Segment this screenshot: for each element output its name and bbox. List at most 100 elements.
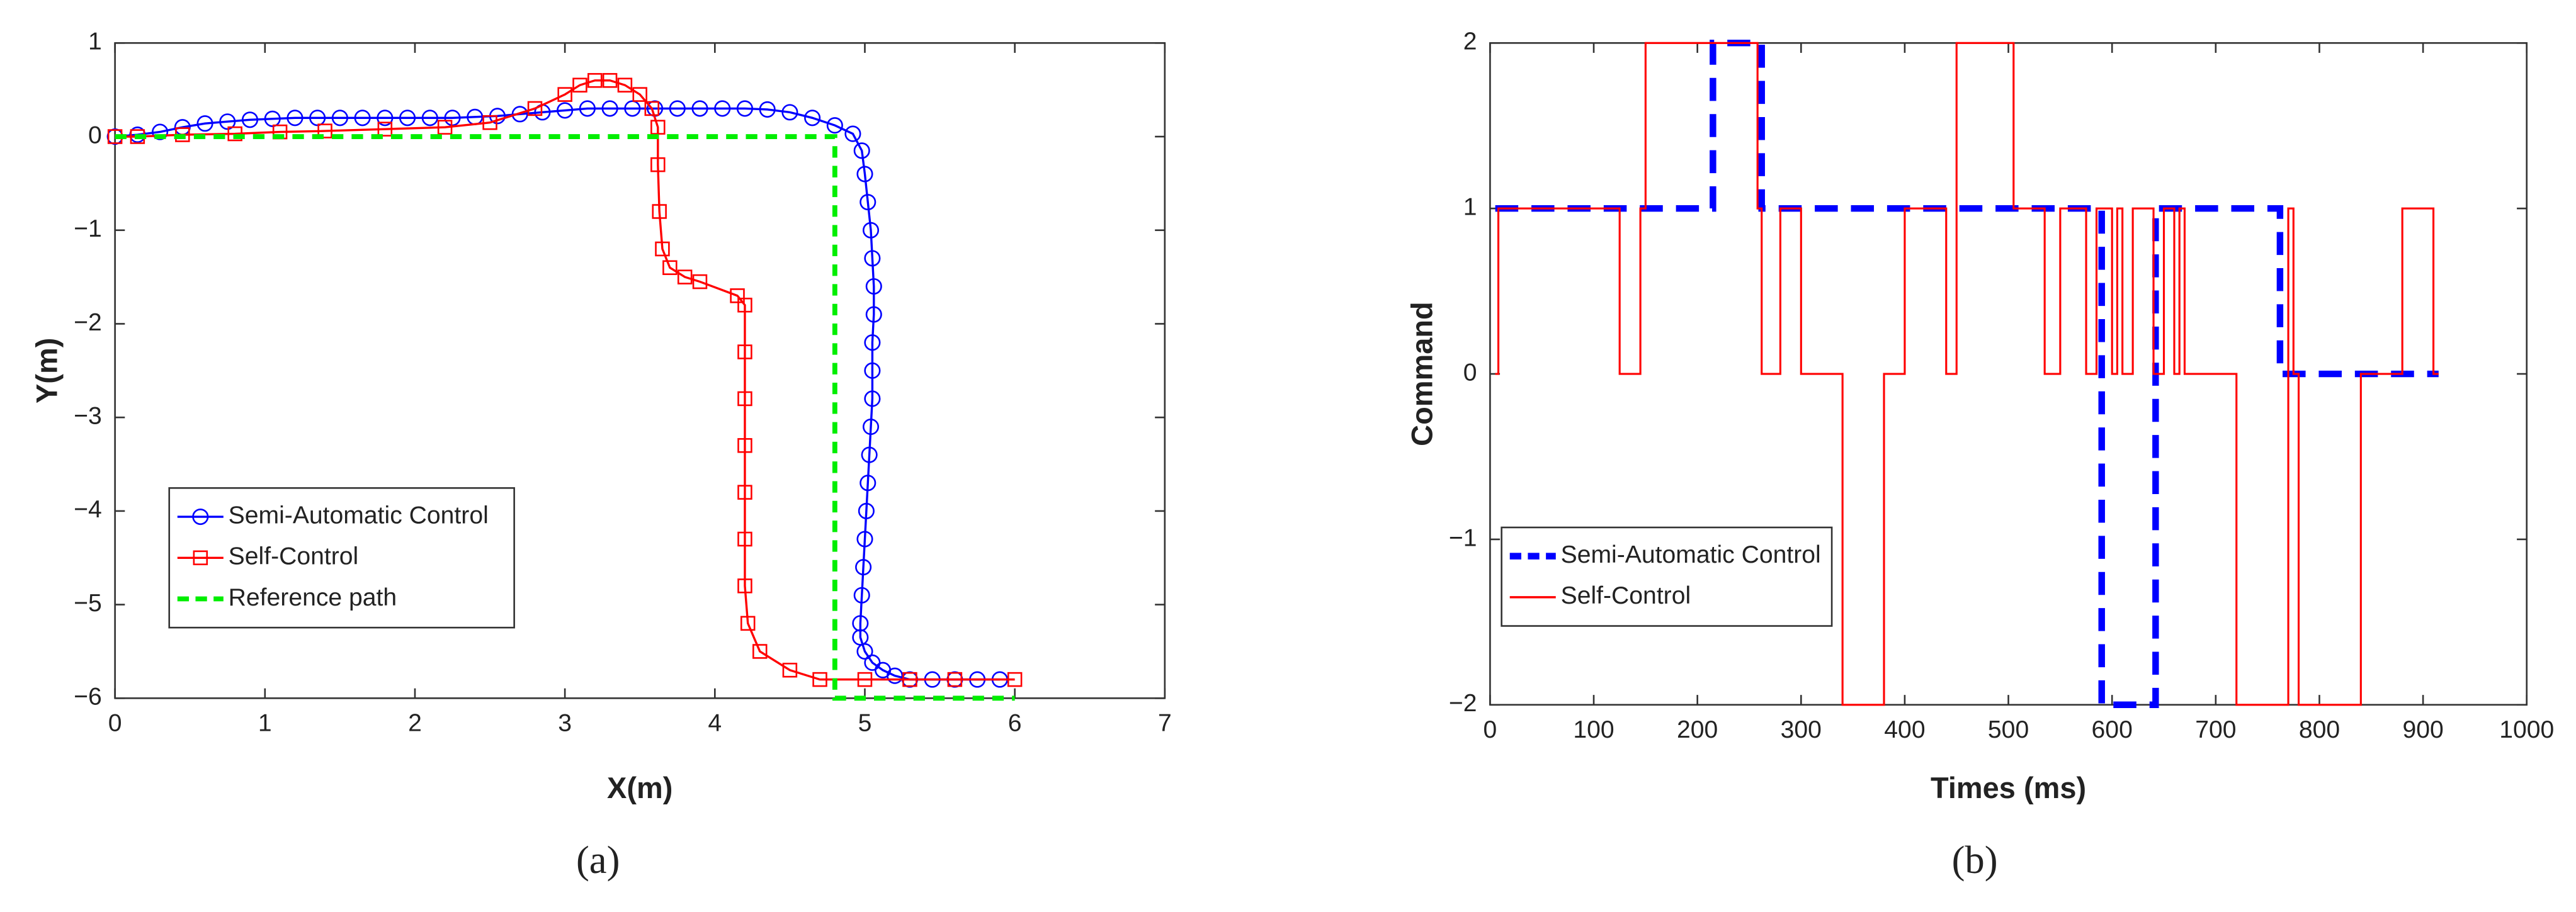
series-line	[115, 79, 1015, 681]
x-tick-label: 200	[1677, 716, 1718, 743]
series-line	[1495, 40, 2439, 708]
x-tick-label: 5	[858, 709, 872, 736]
marker	[437, 120, 453, 135]
marker	[650, 120, 666, 135]
marker	[714, 100, 731, 117]
marker	[219, 113, 236, 130]
x-tick-label: 4	[708, 709, 722, 736]
x-tick-label: 800	[2299, 716, 2340, 743]
marker	[853, 587, 870, 604]
marker	[624, 100, 641, 117]
marker	[399, 110, 416, 127]
marker	[421, 110, 438, 127]
y-tick-label: −3	[74, 403, 102, 430]
marker	[264, 110, 281, 127]
marker	[864, 250, 881, 267]
marker	[781, 104, 798, 121]
y-tick-label: −6	[74, 684, 102, 711]
y-tick-label: 0	[1463, 359, 1477, 386]
marker	[602, 73, 618, 88]
marker	[737, 297, 752, 313]
marker	[856, 166, 873, 183]
marker	[511, 106, 528, 123]
marker	[737, 578, 752, 594]
marker	[587, 73, 603, 88]
series-line	[115, 107, 1000, 681]
marker	[655, 241, 670, 257]
legend-marker	[192, 508, 209, 526]
marker	[579, 100, 596, 117]
marker	[737, 391, 752, 407]
marker	[737, 531, 752, 547]
marker	[601, 100, 618, 117]
marker	[287, 110, 304, 127]
y-tick-label: −1	[74, 215, 102, 242]
marker	[152, 123, 169, 140]
marker	[902, 672, 917, 687]
marker	[855, 559, 872, 576]
marker	[861, 446, 878, 463]
marker	[862, 222, 880, 239]
marker	[737, 344, 752, 359]
marker	[864, 362, 881, 379]
marker	[853, 142, 870, 159]
y-axis-title: Command	[1405, 301, 1438, 446]
y-tick-label: 2	[1463, 28, 1477, 55]
marker	[650, 157, 666, 172]
marker	[865, 278, 882, 295]
marker	[632, 87, 647, 102]
plot-frame	[114, 42, 1166, 699]
marker	[317, 123, 332, 138]
x-tick-label: 7	[1158, 709, 1172, 736]
marker	[677, 269, 693, 284]
marker	[196, 115, 213, 132]
marker	[730, 288, 745, 303]
series-line	[115, 134, 1015, 701]
marker	[826, 117, 843, 134]
marker	[887, 667, 904, 684]
y-tick-label: 1	[1463, 194, 1477, 221]
legend-label: Semi-Automatic Control	[229, 502, 489, 529]
marker	[864, 334, 881, 351]
marker	[844, 125, 861, 142]
marker	[377, 110, 394, 127]
x-tick-label: 400	[1884, 716, 1925, 743]
marker	[856, 643, 873, 660]
marker	[527, 101, 543, 116]
marker	[227, 126, 242, 142]
x-axis-title: X(m)	[607, 771, 672, 804]
legend-box	[1501, 526, 1833, 627]
x-tick-label: 700	[2195, 716, 2236, 743]
marker	[812, 672, 827, 687]
marker	[804, 110, 821, 127]
y-axis-title: Y(m)	[30, 338, 64, 403]
x-tick-label: 300	[1781, 716, 1822, 743]
y-tick-label: 1	[88, 28, 102, 55]
x-tick-label: 1000	[2499, 716, 2554, 743]
legend-label: Self-Control	[1561, 582, 1691, 609]
marker	[652, 204, 667, 219]
x-tick-label: 2	[408, 709, 422, 736]
marker	[572, 77, 587, 93]
caption: (b)	[1952, 838, 1998, 882]
y-tick-label: −2	[1449, 690, 1477, 717]
marker	[691, 100, 708, 117]
marker	[644, 101, 660, 116]
marker	[860, 475, 877, 492]
x-tick-label: 1	[258, 709, 272, 736]
marker	[759, 101, 776, 118]
marker	[947, 672, 963, 687]
marker	[241, 111, 259, 128]
y-tick-label: 0	[88, 121, 102, 149]
marker	[865, 306, 882, 323]
marker	[752, 644, 768, 659]
marker	[857, 672, 873, 687]
marker	[309, 110, 326, 127]
series-line	[1495, 42, 2439, 706]
marker	[482, 115, 497, 130]
marker	[669, 100, 686, 117]
x-tick-label: 900	[2402, 716, 2443, 743]
marker	[444, 110, 461, 127]
x-tick-label: 3	[558, 709, 572, 736]
